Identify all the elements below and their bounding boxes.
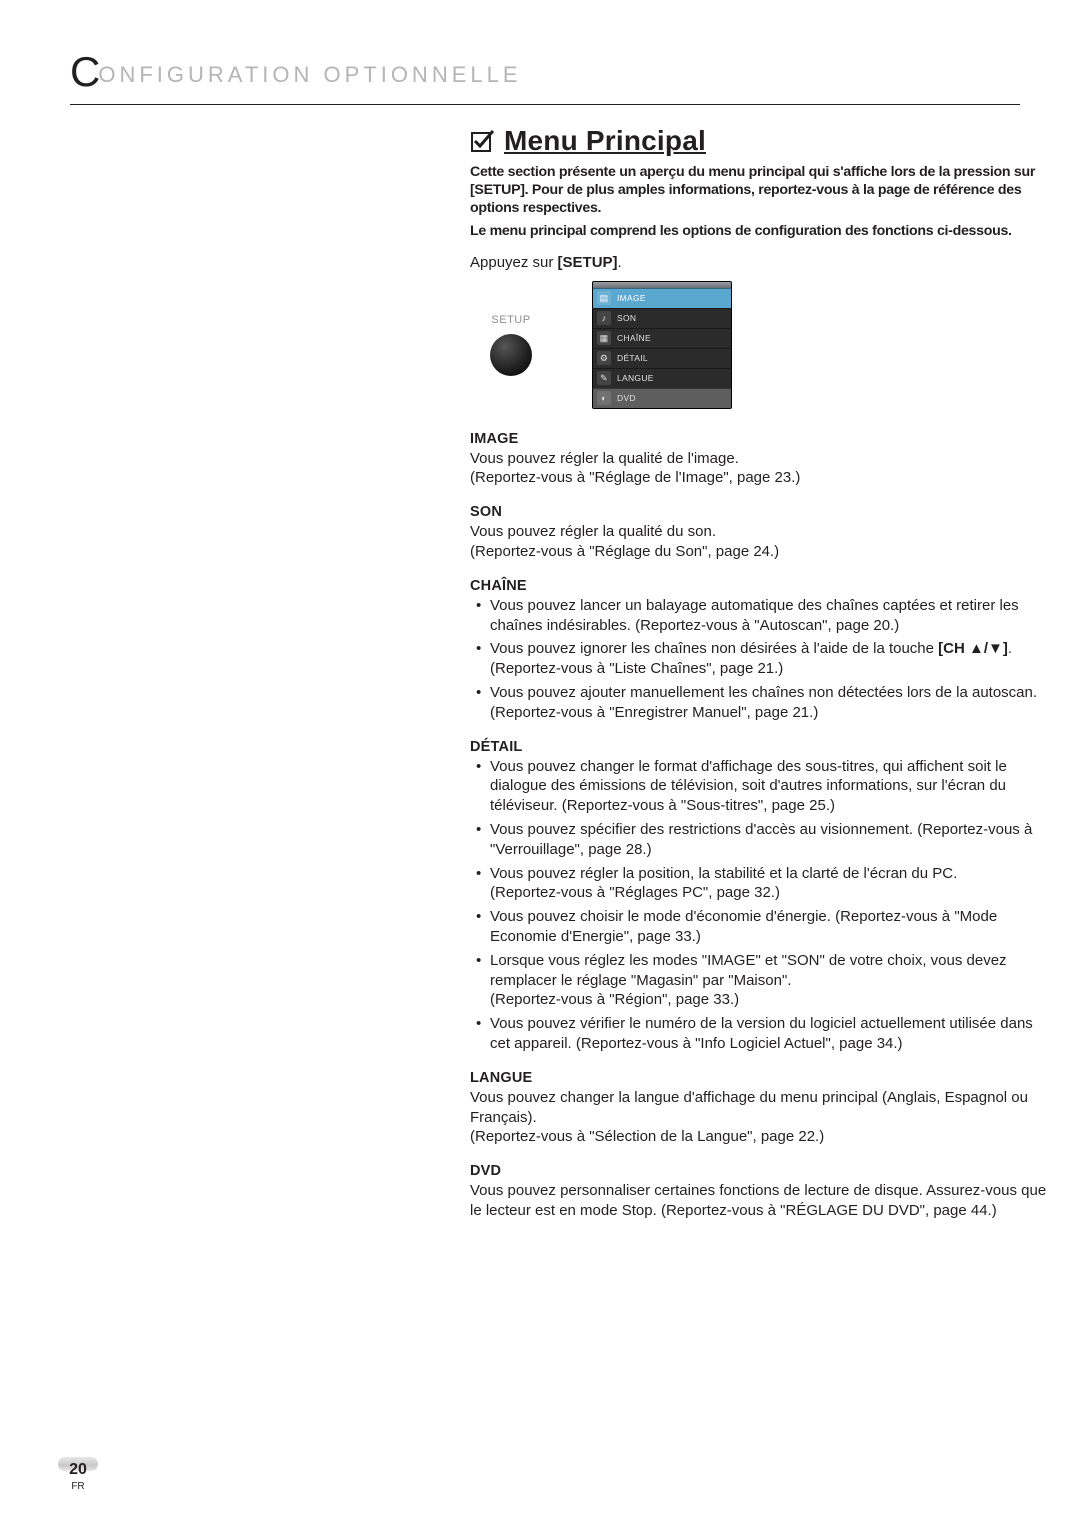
page-number: 20 FR xyxy=(58,1457,98,1492)
chaine-b2: Vous pouvez ignorer les chaînes non dési… xyxy=(470,639,1050,679)
header-rest: ONFIGURATION OPTIONNELLE xyxy=(98,62,521,88)
content-column: Menu Principal Cette section présente un… xyxy=(470,125,1050,1221)
image-line1: Vous pouvez régler la qualité de l'image… xyxy=(470,449,1050,469)
langue-line1: Vous pouvez changer la langue d'affichag… xyxy=(470,1088,1050,1128)
menu-item-label: IMAGE xyxy=(617,293,646,303)
detail-b2: Vous pouvez spécifier des restrictions d… xyxy=(470,820,1050,860)
dvd-line1: Vous pouvez personnaliser certaines fonc… xyxy=(470,1181,1050,1221)
detail-b3: Vous pouvez régler la position, la stabi… xyxy=(470,864,1050,904)
menu-item-label: CHAÎNE xyxy=(617,333,651,343)
menu-screenshot: ▤ IMAGE ♪ SON ▦ CHAÎNE ⚙ DÉTAIL ✎ LANGUE ◐ DVD xyxy=(592,281,732,409)
menu-item-image: ▤ IMAGE xyxy=(593,288,731,308)
menu-item-detail: ⚙ DÉTAIL xyxy=(593,348,731,368)
press-bold: [SETUP] xyxy=(558,254,618,271)
menu-icon: ▤ xyxy=(597,291,611,305)
chaine-b1: Vous pouvez lancer un balayage automatiq… xyxy=(470,596,1050,636)
menu-icon: ◐ xyxy=(597,391,611,405)
section-title: Menu Principal xyxy=(504,125,706,157)
checkbox-icon xyxy=(470,129,494,153)
remote-control: SETUP xyxy=(490,314,532,376)
heading-langue: LANGUE xyxy=(470,1070,1050,1086)
detail-b5: Lorsque vous réglez les modes "IMAGE" et… xyxy=(470,951,1050,1010)
chaine-b2b: . xyxy=(1008,640,1012,657)
detail-b1: Vous pouvez changer le format d'affichag… xyxy=(470,757,1050,816)
detail-b5b: (Reportez-vous à "Région", page 33.) xyxy=(490,991,739,1008)
page-lang: FR xyxy=(71,1481,84,1492)
menu-item-label: DÉTAIL xyxy=(617,353,648,363)
heading-image: IMAGE xyxy=(470,431,1050,447)
chaine-b3: Vous pouvez ajouter manuellement les cha… xyxy=(470,683,1050,723)
chaine-b2c: (Reportez-vous à "Liste Chaînes", page 2… xyxy=(490,660,783,677)
chaine-b3b: (Reportez-vous à "Enregistrer Manuel", p… xyxy=(490,704,818,721)
detail-bullets: Vous pouvez changer le format d'affichag… xyxy=(470,757,1050,1054)
menu-item-label: DVD xyxy=(617,393,636,403)
detail-b3b: (Reportez-vous à "Réglages PC", page 32.… xyxy=(490,884,780,901)
chaine-b2a: Vous pouvez ignorer les chaînes non dési… xyxy=(490,640,938,657)
header-rule xyxy=(70,104,1020,105)
detail-b4: Vous pouvez choisir le mode d'économie d… xyxy=(470,907,1050,947)
son-line2: (Reportez-vous à "Réglage du Son", page … xyxy=(470,542,1050,562)
page-number-value: 20 xyxy=(69,1461,87,1479)
detail-b3a: Vous pouvez régler la position, la stabi… xyxy=(490,865,957,882)
remote-button-icon xyxy=(490,334,532,376)
intro-paragraph-2: Le menu principal comprend les options d… xyxy=(470,222,1050,240)
setup-diagram: SETUP ▤ IMAGE ♪ SON ▦ CHAÎNE ⚙ DÉTAIL ✎ LANGU… xyxy=(490,281,1050,409)
press-setup-line: Appuyez sur [SETUP]. xyxy=(470,254,1050,271)
menu-item-label: SON xyxy=(617,313,636,323)
press-prefix: Appuyez sur xyxy=(470,254,558,271)
detail-b6: Vous pouvez vérifier le numéro de la ver… xyxy=(470,1014,1050,1054)
remote-label: SETUP xyxy=(491,314,530,326)
menu-item-chaine: ▦ CHAÎNE xyxy=(593,328,731,348)
menu-item-label: LANGUE xyxy=(617,373,654,383)
heading-son: SON xyxy=(470,504,1050,520)
page-header: C ONFIGURATION OPTIONNELLE xyxy=(70,48,1020,96)
son-line1: Vous pouvez régler la qualité du son. xyxy=(470,522,1050,542)
chaine-bullets: Vous pouvez lancer un balayage automatiq… xyxy=(470,596,1050,723)
menu-item-son: ♪ SON xyxy=(593,308,731,328)
header-initial: C xyxy=(70,48,100,96)
menu-item-dvd: ◐ DVD xyxy=(593,388,731,408)
heading-dvd: DVD xyxy=(470,1163,1050,1179)
menu-icon: ▦ xyxy=(597,331,611,345)
menu-item-langue: ✎ LANGUE xyxy=(593,368,731,388)
menu-icon: ⚙ xyxy=(597,351,611,365)
chaine-b3a: Vous pouvez ajouter manuellement les cha… xyxy=(490,684,1037,701)
heading-detail: DÉTAIL xyxy=(470,739,1050,755)
chaine-b2-bold: [CH ▲/▼] xyxy=(938,640,1008,657)
detail-b5a: Lorsque vous réglez les modes "IMAGE" et… xyxy=(490,952,1007,989)
title-row: Menu Principal xyxy=(470,125,1050,157)
menu-icon: ♪ xyxy=(597,311,611,325)
heading-chaine: CHAÎNE xyxy=(470,578,1050,594)
image-line2: (Reportez-vous à "Réglage de l'Image", p… xyxy=(470,468,1050,488)
press-suffix: . xyxy=(618,254,622,271)
langue-line2: (Reportez-vous à "Sélection de la Langue… xyxy=(470,1127,1050,1147)
intro-paragraph-1: Cette section présente un aperçu du menu… xyxy=(470,163,1050,218)
menu-icon: ✎ xyxy=(597,371,611,385)
